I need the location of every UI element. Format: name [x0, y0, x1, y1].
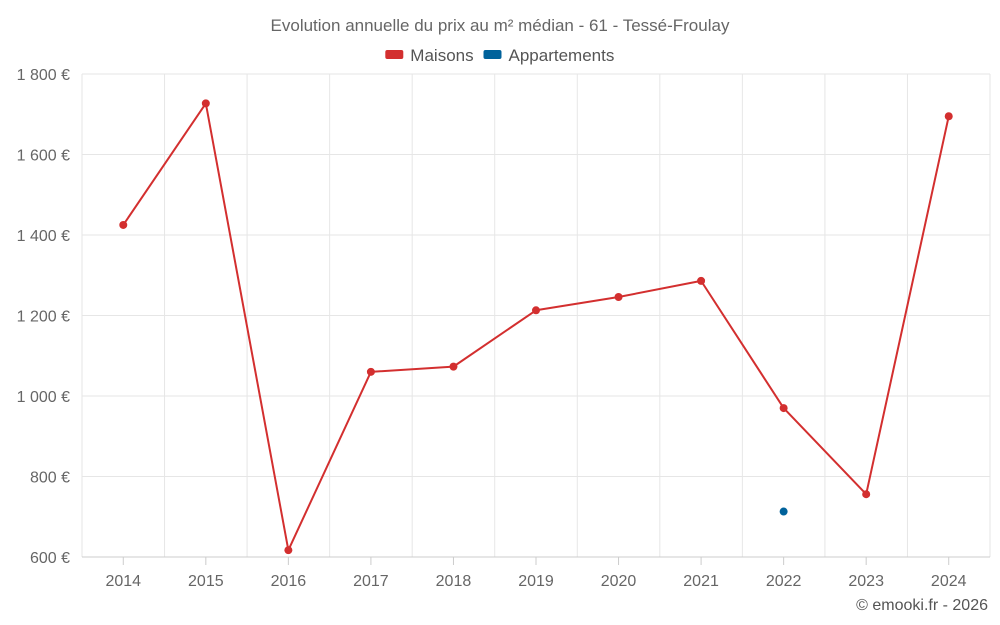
x-tick-label: 2020 [601, 573, 637, 590]
data-point-appartements-2022[interactable] [779, 507, 788, 516]
legend-label-maisons: Maisons [410, 46, 473, 65]
y-tick-label: 800 € [30, 470, 70, 487]
data-point-maisons-2014[interactable] [119, 220, 128, 229]
data-point-maisons-2024[interactable] [944, 112, 953, 121]
legend-item-appartements[interactable]: Appartements [483, 46, 615, 65]
axes: 600 € 800 € 1 000 € 1 200 € 1 400 € 1 600 € 1 … [17, 67, 990, 590]
data-point-maisons-2020[interactable] [614, 292, 623, 301]
x-tick-label: 2022 [766, 573, 802, 590]
legend-item-maisons[interactable]: Maisons [385, 46, 474, 65]
grid [81, 73, 991, 557]
data-point-maisons-2022[interactable] [779, 404, 788, 413]
x-tick-label: 2014 [105, 573, 141, 590]
data-point-maisons-2016[interactable] [284, 546, 293, 555]
legend-label-appartements: Appartements [509, 46, 615, 65]
data-point-maisons-2019[interactable] [532, 306, 540, 315]
data-point-maisons-2021[interactable] [697, 276, 706, 285]
x-tick-label: 2019 [518, 573, 554, 590]
legend-swatch-maisons [385, 50, 404, 59]
x-tick-label: 2024 [931, 573, 967, 590]
x-tick-label: 2017 [353, 573, 389, 590]
footer-credit: © emooki.fr - 2026 [856, 597, 988, 614]
x-tick-label: 2023 [848, 573, 884, 590]
data-point-maisons-2023[interactable] [862, 490, 871, 499]
y-tick-label: 1 000 € [17, 389, 70, 406]
legend: Maisons Appartements [385, 46, 614, 65]
y-tick-label: 600 € [30, 550, 70, 567]
x-tick-label: 2018 [436, 573, 472, 590]
data-point-maisons-2017[interactable] [366, 367, 375, 376]
chart-title: Evolution annuelle du prix au m² médian … [271, 16, 730, 35]
legend-swatch-appartements [483, 50, 502, 59]
y-tick-label: 1 800 € [17, 67, 70, 84]
x-tick-label: 2016 [271, 573, 307, 590]
data-point-maisons-2018[interactable] [449, 362, 458, 371]
data-point-maisons-2015[interactable] [201, 99, 210, 108]
y-tick-label: 1 200 € [17, 309, 70, 326]
x-tick-label: 2015 [188, 573, 224, 590]
y-tick-label: 1 400 € [17, 228, 70, 245]
x-tick-label: 2021 [683, 573, 719, 590]
series-layer [119, 99, 953, 555]
y-tick-label: 1 600 € [17, 148, 70, 165]
